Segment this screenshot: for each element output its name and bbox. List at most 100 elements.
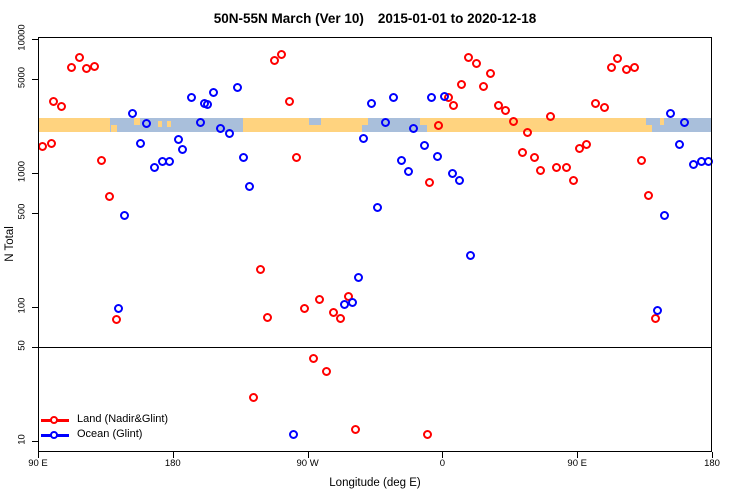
data-point-ocean <box>238 153 248 163</box>
data-point-land <box>321 366 331 376</box>
data-point-land <box>314 294 324 304</box>
data-point-land <box>449 101 459 111</box>
x-tick <box>307 452 309 458</box>
data-point-ocean <box>372 203 382 212</box>
map-band-speckle-ocean <box>646 118 653 125</box>
x-tick-label: 180 <box>704 458 720 469</box>
data-point-ocean <box>232 82 242 92</box>
data-point-land <box>308 353 318 363</box>
data-point-land <box>248 392 258 402</box>
chart-title-range: 50N-55N March (Ver 10) <box>213 11 364 26</box>
data-point-ocean <box>448 169 458 179</box>
data-point-ocean <box>224 129 234 139</box>
data-point-land <box>501 106 511 116</box>
y-tick <box>32 213 38 215</box>
x-tick <box>38 452 39 458</box>
data-point-ocean <box>665 109 675 119</box>
y-tick-label: 10000 <box>16 24 28 51</box>
data-point-land <box>335 314 345 324</box>
x-tick-label: 0 <box>439 458 446 469</box>
data-point-land <box>599 102 609 112</box>
map-band-speckle-land <box>659 118 665 125</box>
data-point-ocean <box>427 92 437 102</box>
data-point-ocean <box>150 162 160 172</box>
data-point-ocean <box>652 306 662 316</box>
x-tick <box>172 452 174 458</box>
y-tick-label: 100 <box>16 297 28 314</box>
data-point-ocean <box>397 155 407 165</box>
x-tick-label: 90 E <box>28 458 48 469</box>
data-point-land <box>269 55 279 65</box>
data-point-ocean <box>128 109 138 119</box>
y-axis-label: N Total <box>4 226 16 262</box>
data-point-land <box>255 264 265 274</box>
data-point-ocean <box>409 123 419 133</box>
data-point-land <box>494 101 504 111</box>
data-point-ocean <box>136 138 146 148</box>
data-point-land <box>629 62 639 72</box>
data-point-land <box>552 162 562 172</box>
map-band-land <box>38 118 110 132</box>
x-tick <box>577 452 579 458</box>
data-point-land <box>425 178 435 188</box>
data-point-land <box>75 53 85 63</box>
data-point-land <box>299 303 309 313</box>
data-point-land <box>434 121 444 131</box>
map-band-speckle-land <box>111 125 118 132</box>
y-tick-label: 1000 <box>16 160 28 183</box>
x-tick <box>712 452 713 458</box>
data-point-land <box>291 153 301 163</box>
data-point-ocean <box>209 88 219 98</box>
data-point-land <box>49 96 59 106</box>
x-tick <box>442 452 444 458</box>
chart-title-dates: 2015-01-01 to 2020-12-18 <box>377 11 537 26</box>
data-point-land <box>523 127 533 137</box>
data-point-ocean <box>339 299 349 309</box>
data-point-ocean <box>359 133 369 143</box>
x-axis-label: Longitude (deg E) <box>329 477 421 489</box>
data-point-ocean <box>244 181 254 191</box>
data-point-land <box>643 191 653 201</box>
data-point-land <box>284 96 294 106</box>
legend-label-land: Land (Nadir&Glint) <box>77 413 169 425</box>
data-point-land <box>47 138 57 148</box>
map-band-speckle-ocean <box>309 118 322 125</box>
data-point-land <box>568 176 578 186</box>
data-point-land <box>97 155 107 165</box>
data-point-land <box>262 312 272 322</box>
data-point-ocean <box>367 99 376 109</box>
data-point-land <box>636 155 646 165</box>
data-point-land <box>590 99 600 109</box>
data-point-land <box>529 153 539 163</box>
map-band-land <box>427 118 653 132</box>
x-tick-label: 90 E <box>567 458 587 469</box>
map-band-speckle-land <box>157 121 163 127</box>
data-point-ocean <box>216 123 226 133</box>
data-point-land <box>612 53 622 63</box>
data-point-land <box>606 62 616 72</box>
y-tick-label: 10 <box>16 434 28 445</box>
data-point-ocean <box>659 210 669 220</box>
data-point-ocean <box>455 176 465 186</box>
data-point-ocean <box>689 159 699 169</box>
data-point-ocean <box>466 251 476 261</box>
y-tick <box>32 39 38 40</box>
y-tick <box>32 79 38 81</box>
data-point-ocean <box>142 119 152 129</box>
data-point-land <box>509 117 519 127</box>
data-point-land <box>350 425 360 435</box>
y-tick-label: 50 <box>16 340 28 352</box>
y-tick <box>32 347 38 349</box>
data-point-land <box>112 314 122 324</box>
data-point-land <box>328 308 338 318</box>
data-point-land <box>105 192 115 202</box>
x-tick-label: 180 <box>164 458 181 469</box>
land-series-marker <box>41 416 69 424</box>
data-point-land <box>90 62 100 71</box>
map-band-speckle-land <box>133 118 140 125</box>
data-point-ocean <box>381 118 391 128</box>
data-point-ocean <box>347 298 357 308</box>
data-point-ocean <box>165 156 175 166</box>
data-point-land <box>479 81 489 91</box>
